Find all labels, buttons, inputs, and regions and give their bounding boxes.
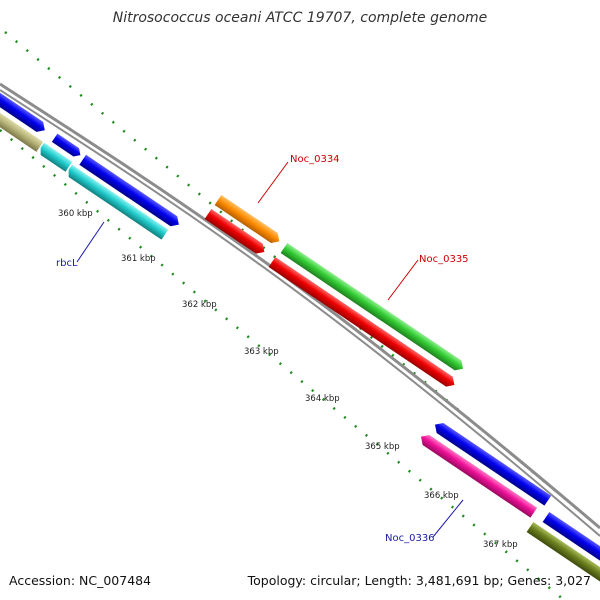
gene-label-rbcL[interactable]: rbcL <box>56 258 78 269</box>
gene-red-long[interactable] <box>268 257 458 390</box>
tick-label-361: 361 kbp <box>121 254 156 264</box>
gene-rbcL[interactable] <box>37 142 73 172</box>
gene-noc0334[interactable] <box>214 195 283 246</box>
gene-blue-upper-left[interactable] <box>0 83 48 135</box>
gene-khaki[interactable] <box>0 103 44 152</box>
gene-blue-right[interactable] <box>542 512 600 567</box>
accession-text: Accession: NC_007484 <box>9 573 151 588</box>
gene-olive[interactable] <box>526 522 600 583</box>
tick-label-367: 367 kbp <box>483 540 518 550</box>
tick-label-362: 362 kbp <box>182 300 217 310</box>
gene-red-short[interactable] <box>204 209 268 257</box>
topology-text: Topology: circular; Length: 3,481,691 bp… <box>247 573 591 588</box>
gene-noc0336[interactable] <box>418 432 538 518</box>
gene-blue-middle[interactable] <box>79 154 182 230</box>
gene-noc0335[interactable] <box>280 243 467 374</box>
tick-label-365: 365 kbp <box>365 442 400 452</box>
gc-dots-inner <box>0 129 566 600</box>
backbone-inner <box>0 89 600 537</box>
tick-label-360: 360 kbp <box>58 209 93 219</box>
backbone-outer <box>0 82 600 530</box>
gene-label-noc0336[interactable]: Noc_0336 <box>385 533 435 544</box>
noc0335-leader <box>387 259 419 301</box>
tick-label-366: 366 kbp <box>424 491 459 501</box>
noc0336-leader <box>432 499 464 538</box>
map-title: Nitrosococcus oceani ATCC 19707, complet… <box>113 10 488 26</box>
gene-label-noc0334[interactable]: Noc_0334 <box>290 154 340 165</box>
noc0334-leader <box>257 161 289 204</box>
gene-blue-small[interactable] <box>51 133 83 160</box>
tick-label-363: 363 kbp <box>244 347 279 357</box>
gene-cyan[interactable] <box>65 164 169 240</box>
gene-blue-lower[interactable] <box>432 420 552 506</box>
tick-label-364: 364 kbp <box>305 394 340 404</box>
gene-label-noc0335[interactable]: Noc_0335 <box>419 254 469 265</box>
rbcL-leader <box>76 221 105 263</box>
